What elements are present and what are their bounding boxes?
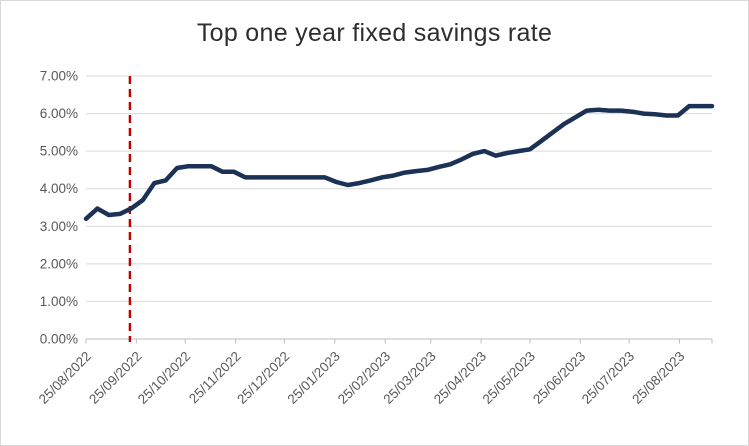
x-axis-tick-label: 25/01/2023 — [285, 349, 343, 407]
x-axis-tick-label: 25/05/2023 — [480, 349, 538, 407]
y-axis-tick-label: 7.00% — [40, 69, 78, 84]
y-axis-tick-label: 6.00% — [40, 106, 78, 121]
x-axis-tick-label: 25/08/2023 — [629, 349, 687, 407]
y-axis-tick-label: 0.00% — [40, 332, 78, 347]
y-axis-tick-label: 1.00% — [40, 294, 78, 309]
y-axis-tick-label: 4.00% — [40, 181, 78, 196]
x-axis-tick-label: 25/08/2022 — [36, 349, 94, 407]
y-axis-tick-label: 3.00% — [40, 219, 78, 234]
chart-title: Top one year fixed savings rate — [196, 19, 553, 47]
y-axis-tick-label: 2.00% — [40, 256, 78, 271]
x-axis-tick-label: 25/12/2022 — [234, 349, 292, 407]
y-axis-tick-label: 5.00% — [40, 144, 78, 159]
x-axis-tick-label: 25/07/2023 — [579, 349, 637, 407]
x-axis-tick-label: 25/10/2022 — [135, 349, 193, 407]
series-line — [83, 103, 715, 222]
